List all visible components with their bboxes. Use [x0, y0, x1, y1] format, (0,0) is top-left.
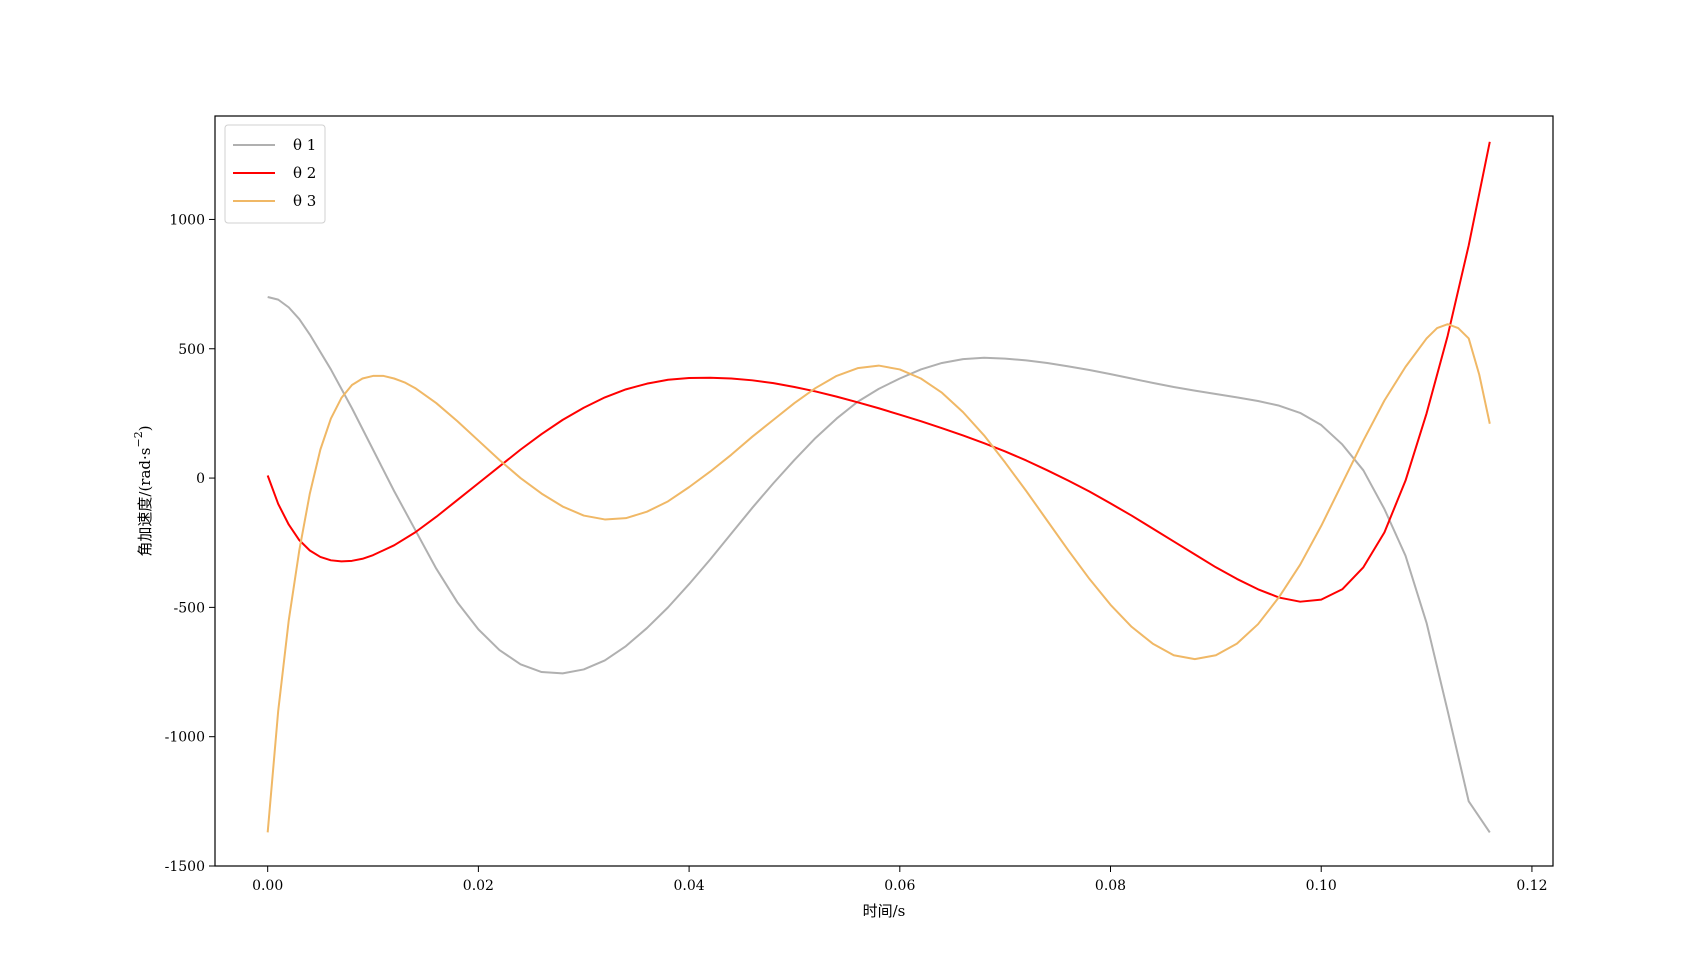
legend: θ 1 θ 2 θ 3: [224, 124, 326, 224]
y-axis-label-suffix: ): [136, 425, 154, 431]
series-line-theta-2: [266, 141, 1491, 603]
legend-label: θ 1: [293, 136, 316, 154]
plot-area: [214, 115, 1554, 867]
x-tick-label: 0.10: [1306, 878, 1337, 894]
y-axis-label-prefix: 角加速度/(rad·s: [136, 447, 154, 556]
y-tick-label: -500: [174, 600, 205, 616]
legend-label: θ 2: [293, 164, 316, 182]
x-tick-label: 0.04: [674, 878, 705, 894]
y-tick-label: -1000: [165, 730, 205, 746]
x-axis-label: 时间/s: [863, 902, 906, 920]
series-line-theta-3: [266, 323, 1491, 833]
y-tick-label: -1500: [165, 859, 205, 875]
legend-label: θ 3: [293, 192, 316, 210]
y-tick-label: 1000: [169, 212, 205, 228]
y-axis-label-sup: −2: [132, 431, 145, 447]
x-tick-label: 0.02: [463, 878, 494, 894]
y-tick-label: 500: [178, 342, 205, 358]
plot-frame: [214, 115, 1554, 867]
y-axis-ticks: -1500 -1000 -500 0 500 1000: [165, 212, 215, 875]
x-tick-label: 0.00: [252, 878, 283, 894]
y-axis-label: 角加速度/(rad·s−2): [132, 425, 154, 556]
series-line-theta-1: [267, 296, 1491, 833]
x-tick-label: 0.08: [1095, 878, 1126, 894]
x-tick-label: 0.12: [1516, 878, 1547, 894]
series-group: [266, 141, 1491, 833]
x-tick-label: 0.06: [884, 878, 915, 894]
x-axis-ticks: 0.00 0.02 0.04 0.06 0.08 0.10 0.12: [252, 866, 1548, 894]
y-tick-label: 0: [196, 471, 205, 487]
